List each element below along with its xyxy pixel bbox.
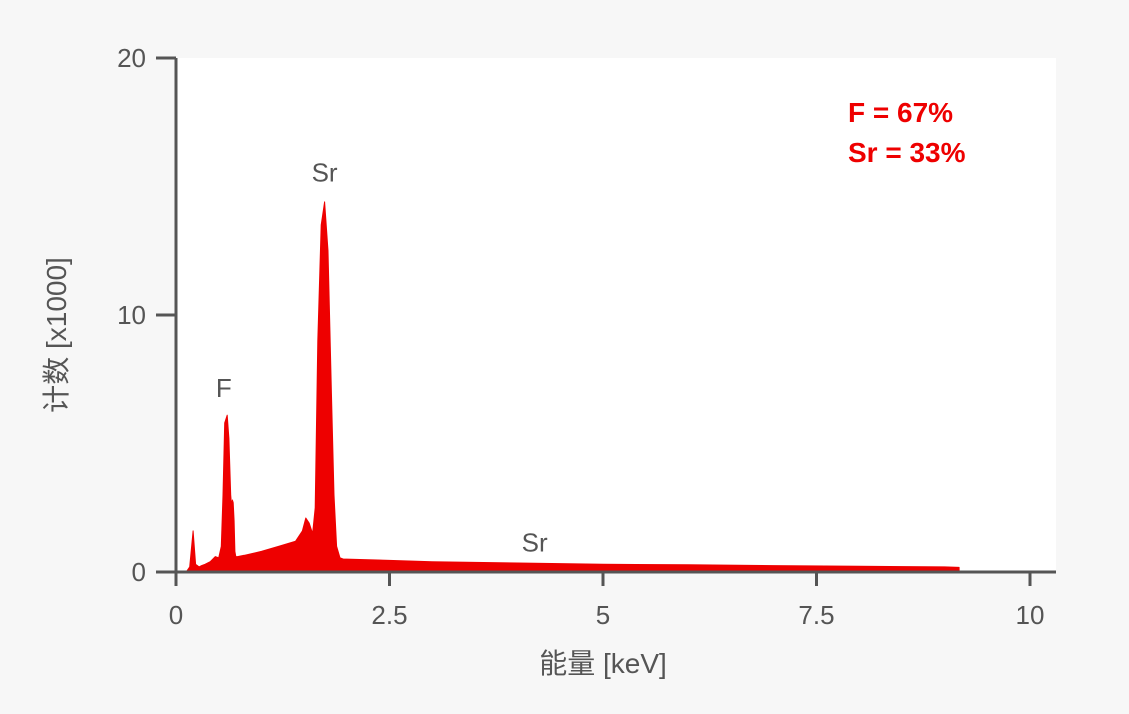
x-tick-label: 0 — [169, 600, 183, 630]
series-layer — [175, 201, 960, 573]
composition-text: Sr = 33% — [848, 137, 966, 168]
peak-label: Sr — [312, 157, 338, 187]
y-tick-label: 0 — [132, 557, 146, 587]
spectrum-area-series-0 — [175, 201, 960, 573]
axes-layer: 0 2.5 5 7.5 10 0 10 20 — [117, 43, 1056, 630]
x-tick-label: 2.5 — [371, 600, 407, 630]
y-tick-label: 20 — [117, 43, 146, 73]
y-axis-title: 计数 [x1000] — [41, 257, 72, 413]
x-tick-label: 7.5 — [798, 600, 834, 630]
x-tick-label: 5 — [596, 600, 610, 630]
peak-label: F — [216, 373, 232, 403]
x-axis-title: 能量 [keV] — [539, 648, 667, 679]
y-tick-label: 10 — [117, 300, 146, 330]
labels-layer: 能量 [keV] 计数 [x1000] F Sr Sr F = 67% Sr = 33% — [41, 97, 966, 679]
composition-text: F = 67% — [848, 97, 953, 128]
plot-area — [176, 58, 1056, 572]
peak-label: Sr — [522, 527, 548, 557]
x-tick-label: 10 — [1016, 600, 1045, 630]
